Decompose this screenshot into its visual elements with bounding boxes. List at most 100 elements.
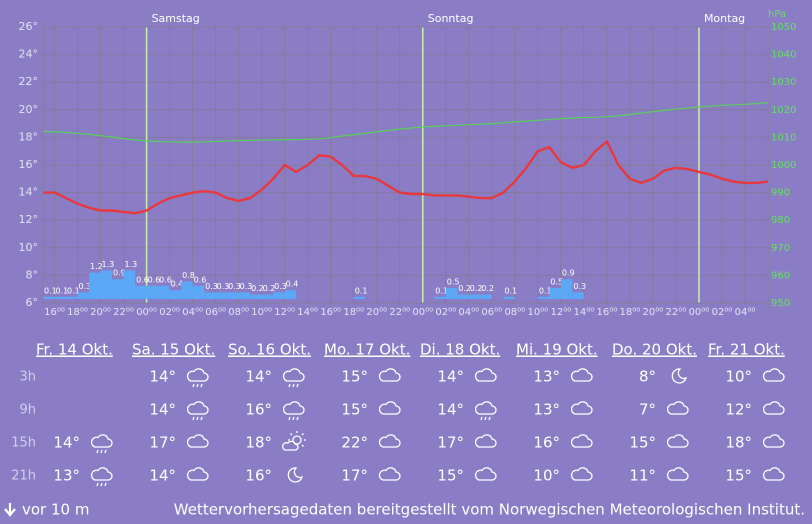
temperature: 17°	[149, 434, 176, 452]
cloud	[90, 434, 113, 448]
precip-bar	[238, 292, 251, 299]
precip-bar	[353, 296, 366, 299]
precip-label: 0.9	[113, 269, 126, 278]
precip-label: 0.2	[481, 284, 494, 293]
y-tick-label: 12°	[19, 213, 39, 226]
x-tick-label: 04⁰⁰	[735, 307, 756, 318]
precip-bar	[227, 292, 239, 299]
cloud	[762, 368, 785, 382]
temperature: 15°	[341, 401, 368, 419]
day-header[interactable]: Fr. 21 Okt.	[708, 341, 785, 359]
x-tick-label: 14⁰⁰	[297, 307, 318, 318]
temperature: 10°	[533, 467, 560, 485]
precip-label: 0.5	[447, 278, 460, 287]
pressure-line	[43, 102, 768, 143]
weather-icon	[666, 434, 689, 448]
precip-bar	[273, 292, 285, 299]
x-tick-label: 10⁰⁰	[527, 307, 548, 318]
day-header[interactable]: So. 16 Okt.	[228, 341, 311, 359]
x-tick-label: 16⁰⁰	[320, 307, 341, 318]
day-header[interactable]: Do. 20 Okt.	[612, 341, 697, 359]
weather-icon	[282, 368, 305, 388]
weather-icon	[666, 401, 689, 415]
weather-icon	[762, 368, 785, 382]
x-tick-label: 18⁰⁰	[343, 307, 364, 318]
weather-icon	[762, 401, 785, 415]
temperature: 16°	[245, 401, 272, 419]
x-tick-label: 08⁰⁰	[228, 307, 249, 318]
day-header[interactable]: Mi. 19 Okt.	[516, 341, 598, 359]
update-arrow	[4, 503, 16, 517]
x-tick-label: 04⁰⁰	[182, 307, 203, 318]
precip-bar	[503, 296, 515, 299]
precip-bar	[192, 285, 205, 299]
x-tick-label: 12⁰⁰	[550, 307, 571, 318]
precip-label: 0.2	[251, 284, 264, 293]
plot-frame	[42, 26, 769, 304]
precip-label: 0.1	[435, 286, 448, 295]
moon	[287, 467, 304, 483]
precip-label: 0.9	[562, 269, 575, 278]
precip-label: 0.3	[240, 282, 253, 291]
y-tick-label: 10°	[19, 241, 39, 254]
day-header[interactable]: Mo. 17 Okt.	[324, 341, 410, 359]
x-tick-label: 14⁰⁰	[573, 307, 594, 318]
weather-icon	[671, 368, 688, 384]
x-tick-label: 20⁰⁰	[90, 307, 111, 318]
temperature: 17°	[341, 467, 368, 485]
line-layer	[43, 102, 768, 215]
cloud	[90, 467, 113, 481]
cloud	[186, 368, 209, 382]
y2-axis-label: hPa	[768, 9, 786, 20]
x-tick-label: 06⁰⁰	[481, 307, 502, 318]
temperature: 16°	[533, 434, 560, 452]
precip-label: 0.3	[79, 282, 92, 291]
rain	[96, 482, 107, 487]
precip-label: 0.6	[136, 275, 149, 284]
temperature: 14°	[437, 401, 464, 419]
weather-icon	[474, 434, 497, 448]
y2-tick-label: 970	[771, 243, 790, 254]
temperature: 12°	[725, 401, 752, 419]
weather-icon	[378, 401, 401, 415]
cloud	[762, 467, 785, 481]
day-header[interactable]: Di. 18 Okt.	[420, 341, 500, 359]
y2-tick-label: 1030	[771, 77, 796, 88]
precip-label: 0.3	[573, 282, 586, 291]
hour-label: 9h	[19, 403, 36, 418]
weather-icon	[186, 368, 209, 388]
cloud	[666, 434, 689, 448]
weather-icon	[282, 431, 306, 451]
weather-icon	[570, 401, 593, 415]
precip-bar	[261, 294, 274, 299]
precip-label: 0.3	[205, 282, 218, 291]
weather-icon	[186, 434, 209, 448]
cloud	[474, 401, 497, 415]
day-header[interactable]: Sa. 15 Okt.	[132, 341, 215, 359]
weather-icon	[570, 434, 593, 448]
cloud	[474, 368, 497, 382]
day-header[interactable]: Fr. 14 Okt.	[36, 341, 113, 359]
weather-icon	[474, 467, 497, 481]
weather-icon	[378, 434, 401, 448]
y-tick-label: 8°	[26, 268, 39, 281]
precip-label: 0.3	[274, 282, 287, 291]
temperature-line	[43, 140, 768, 215]
temperature: 14°	[53, 434, 80, 452]
temperature: 15°	[629, 434, 656, 452]
y2-tick-label: 1010	[771, 132, 796, 143]
temperature: 13°	[533, 368, 560, 386]
temperature: 15°	[725, 467, 752, 485]
update-time: vor 10 m	[22, 501, 89, 519]
cloud	[378, 467, 401, 481]
precip-label: 0.5	[550, 278, 563, 287]
precip-label: 1.2	[90, 262, 103, 271]
label-layer: 6° 8° 10° 12° 14° 16° 18° 20° 22° 24° 26° hPa 950 960…	[19, 9, 797, 318]
precip-bar	[284, 290, 297, 299]
precip-bar	[169, 290, 182, 299]
temperature: 15°	[341, 368, 368, 386]
weather-icon	[287, 467, 304, 483]
cloud	[666, 401, 689, 415]
precip-bar	[480, 294, 492, 299]
